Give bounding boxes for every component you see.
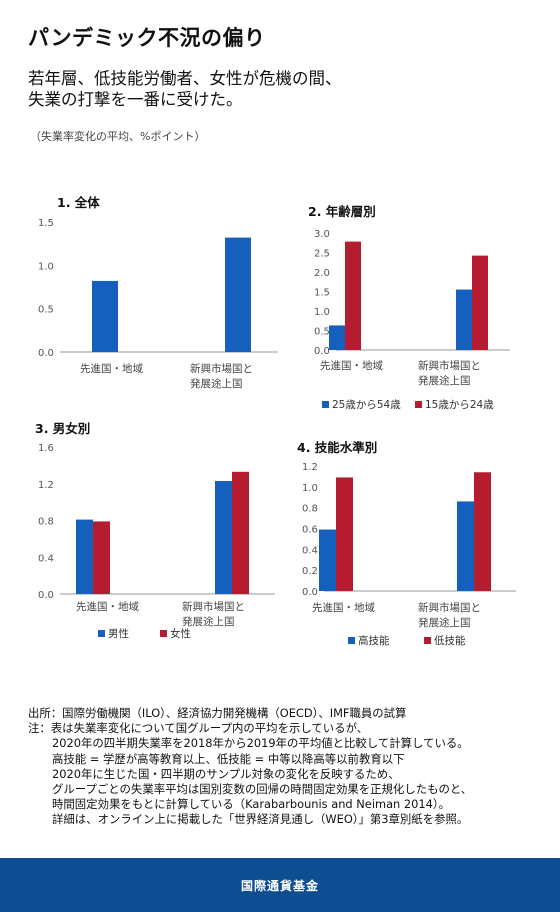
category-label: 発展途上国 (418, 616, 471, 629)
y-tick-label: 1.5 (38, 218, 54, 229)
y-tick-label: 0.5 (314, 327, 330, 338)
bar-series1-cat2 (456, 289, 472, 350)
page-subtitle: 若年層、低技能労働者、女性が危機の間、 失業の打撃を一番に受けた。 (28, 68, 538, 110)
legend-label: 25歳から54歳 (332, 399, 401, 411)
chart-title: 4. 技能水準別 (297, 440, 377, 455)
y-tick-label: 0.8 (302, 504, 318, 515)
y-tick-label: 0.6 (302, 525, 318, 536)
y-tick-label: 0.0 (38, 348, 54, 359)
y-tick-label: 0.4 (302, 545, 318, 556)
y-tick-label: 1.2 (302, 462, 318, 473)
source-line: 出所：国際労働機関（ILO）、経済協力開発機構（OECD）、IMF職員の試算 (28, 706, 407, 720)
bar-series1-cat2 (457, 501, 474, 591)
chart-panel-2: 2. 年齢層別 0.0 0.5 1.0 1.5 2.0 2.5 3.0 先進国・地域 新興市場国と… (308, 204, 510, 411)
unit-note: （失業率変化の平均、%ポイント） (30, 130, 206, 143)
legend-swatch (424, 637, 431, 644)
y-tick-label: 0.5 (38, 305, 54, 316)
note-line: 詳細は、オンライン上に掲載した「世界経済見通し（WEO）」第3章別紙を参照。 (52, 812, 469, 827)
y-tick-label: 0.0 (38, 590, 54, 601)
category-label: 先進国・地域 (80, 362, 143, 375)
legend-swatch (322, 401, 329, 408)
y-tick-label: 1.0 (314, 307, 330, 318)
category-label: 先進国・地域 (76, 600, 139, 613)
bar-series1-cat2 (215, 480, 232, 594)
note-line: 注：表は失業率変化について国グループ内の平均を示しているが、 (28, 721, 369, 736)
legend-swatch (415, 401, 422, 408)
y-tick-label: 0.0 (302, 587, 318, 598)
note-line: 時間固定効果をもとに計算している（Karabarbounis and Neima… (52, 797, 450, 812)
y-tick-label: 0.8 (38, 517, 54, 528)
y-tick-label: 3.0 (314, 229, 330, 240)
chart-title: 1. 全体 (57, 195, 100, 210)
category-label: 先進国・地域 (320, 359, 383, 372)
bar-series2-cat1 (336, 477, 353, 591)
legend-swatch (160, 630, 167, 637)
category-label: 新興市場国と (182, 600, 245, 613)
y-tick-label: 0.0 (314, 346, 330, 357)
y-tick-label: 1.6 (38, 443, 54, 454)
note-line: 高技能 = 学歴が高等教育以上、低技能 = 中等以降高等以前教育以下 (52, 751, 405, 766)
category-label: 発展途上国 (190, 377, 243, 390)
bar-series2-cat2 (474, 472, 491, 591)
bar-series1-cat1 (329, 325, 345, 350)
bar-series2-cat2 (232, 471, 249, 594)
legend-label: 男性 (108, 627, 129, 640)
source-notes: 出所：国際労働機関（ILO）、経済協力開発機構（OECD）、IMF職員の試算 注… (28, 706, 548, 828)
y-tick-label: 1.0 (38, 261, 54, 272)
page-title: パンデミック不況の偏り (28, 26, 266, 50)
legend-label: 低技能 (434, 634, 466, 647)
subtitle-line: 若年層、低技能労働者、女性が危機の間、 (28, 69, 342, 88)
legend-label: 女性 (170, 627, 191, 640)
category-label: 新興市場国と (418, 601, 481, 614)
y-tick-label: 2.5 (314, 249, 330, 260)
y-tick-label: 0.4 (38, 553, 54, 564)
chart-panel-4: 4. 技能水準別 0.0 0.2 0.4 0.6 0.8 1.0 1.2 先進国・地域 新興市場国… (297, 440, 516, 647)
chart-title: 2. 年齢層別 (308, 204, 376, 219)
category-label: 新興市場国と (190, 362, 253, 375)
footer-label: 国際通貨基金 (240, 878, 319, 893)
legend-swatch (348, 637, 355, 644)
y-tick-label: 1.5 (314, 288, 330, 299)
chart-panel-3: 3. 男女別 0.0 0.4 0.8 1.2 1.6 先進国・地域 新興市場国と発展途上国男性… (35, 421, 275, 640)
category-label: 新興市場国と (418, 359, 481, 372)
subtitle-line: 失業の打撃を一番に受けた。 (28, 90, 243, 109)
y-tick-label: 0.2 (302, 566, 318, 577)
bar-value-cat1 (92, 280, 118, 352)
category-label: 発展途上国 (182, 615, 235, 628)
note-line: 2020年に生じた国・四半期のサンプル対象の変化を反映するため、 (52, 766, 400, 781)
bar-series2-cat1 (93, 521, 110, 594)
legend-label: 15歳から24歳 (425, 399, 494, 411)
category-label: 発展途上国 (418, 374, 471, 387)
bar-series1-cat1 (76, 519, 93, 594)
category-label: 先進国・地域 (312, 601, 375, 614)
y-tick-label: 1.0 (302, 483, 318, 494)
bar-series1-cat1 (319, 529, 336, 591)
note-line: 2020年の四半期失業率を2018年から2019年の平均値と比較して計算している… (52, 736, 469, 751)
bar-series2-cat2 (472, 255, 488, 350)
y-tick-label: 1.2 (38, 480, 54, 491)
note-line: グループごとの失業率平均は国別変数の回帰の時間固定効果を正規化したものと、 (52, 782, 473, 797)
y-tick-label: 2.0 (314, 268, 330, 279)
legend-label: 高技能 (358, 634, 390, 647)
legend-swatch (98, 630, 105, 637)
footer-bar: 国際通貨基金 (0, 858, 560, 912)
chart-title: 3. 男女別 (35, 421, 90, 436)
bar-value-cat2 (225, 237, 251, 352)
bar-series2-cat1 (345, 241, 361, 350)
